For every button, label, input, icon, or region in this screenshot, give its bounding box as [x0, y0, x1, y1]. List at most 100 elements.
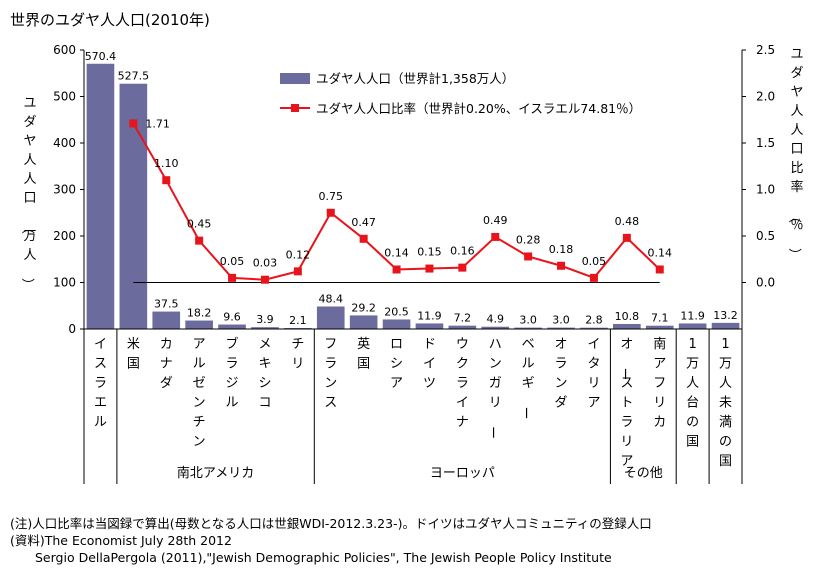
line-point	[326, 208, 335, 217]
line-value-label: 0.45	[187, 218, 212, 231]
bar	[448, 325, 477, 329]
bar	[613, 323, 641, 329]
bar	[481, 326, 510, 329]
line-point	[589, 273, 598, 282]
bar	[382, 319, 411, 329]
y-tick-label-left: 0	[68, 322, 76, 336]
y-tick-label-right: 0.5	[756, 229, 775, 243]
line-point	[655, 265, 664, 274]
group-label: ヨーロッパ	[430, 466, 495, 481]
bar-value-label: 2.1	[289, 314, 307, 327]
category-label: オーストラリア	[616, 337, 633, 469]
bar-value-label: 527.5	[118, 70, 150, 83]
y-axis-label-right: ユダヤ人人口比率（％）	[786, 47, 803, 261]
category-label: フランス	[324, 337, 337, 411]
legend-bar-label: ユダヤ人人口（世界計1,358万人）	[316, 71, 514, 86]
line-point	[162, 176, 171, 185]
line-value-label: 1.71	[145, 117, 170, 130]
y-tick-label-right: 1.0	[756, 183, 775, 197]
category-label: アルゼンチン	[193, 337, 206, 450]
bar	[547, 327, 575, 329]
line-value-label: 1.10	[154, 157, 179, 170]
footnote-source: (資料)The Economist July 28th 2012	[10, 533, 232, 548]
line-value-label: 0.05	[220, 255, 245, 268]
category-label: 米国	[127, 337, 140, 372]
y-tick-label-right: 0.0	[756, 276, 775, 290]
y-tick-label-right: 1.5	[756, 136, 775, 150]
bar-value-label: 10.8	[615, 310, 640, 323]
line-point	[195, 236, 204, 245]
line-value-label: 0.14	[648, 246, 673, 259]
line-value-label: 0.12	[286, 248, 311, 261]
line-point	[260, 275, 269, 284]
y-axis-label-left: ユダヤ人人口（万人）	[19, 96, 36, 291]
category-label: メキシコ	[258, 337, 271, 411]
line-value-label: 0.03	[253, 257, 278, 270]
y-tick-label-left: 400	[53, 136, 76, 150]
bar-value-label: 11.9	[680, 309, 705, 322]
line-value-label: 0.48	[615, 215, 640, 228]
bar-value-label: 3.0	[552, 314, 570, 327]
bar	[86, 63, 115, 329]
bar-value-label: 570.4	[85, 50, 117, 63]
category-label: カナダ	[160, 337, 173, 391]
bar	[185, 320, 213, 329]
category-label: ベルギー	[518, 337, 535, 420]
category-label: オランダ	[555, 337, 568, 411]
bar	[645, 325, 674, 329]
bar-value-label: 11.9	[417, 309, 442, 322]
line-point	[293, 267, 302, 276]
group-label: 南北アメリカ	[177, 465, 254, 481]
bar	[349, 315, 378, 329]
line-point	[622, 233, 631, 242]
line-value-label: 0.28	[516, 233, 541, 246]
line-point	[491, 232, 500, 241]
line-point	[425, 264, 434, 273]
bar	[218, 324, 246, 329]
line-value-label: 0.49	[483, 214, 508, 227]
bar	[514, 327, 542, 329]
category-label: ドイツ	[423, 337, 436, 391]
line-point	[228, 273, 237, 282]
bar	[415, 323, 444, 329]
legend-line-marker	[291, 104, 299, 112]
footnote-source-2: Sergio DellaPergola (2011),"Jewish Demog…	[10, 550, 612, 565]
line-value-label: 0.16	[450, 245, 475, 258]
bar	[316, 306, 345, 329]
chart-title: 世界のユダヤ人人口(2010年)	[10, 11, 210, 29]
legend-line-label: ユダヤ人人口比率（世界計0.20%、イスラエル74.81％）	[316, 101, 641, 116]
bar-value-label: 7.2	[454, 312, 472, 325]
bar	[711, 322, 740, 329]
bar-value-label: 7.1	[651, 312, 669, 325]
line-value-label: 0.05	[582, 255, 607, 268]
y-tick-label-right: 2.0	[756, 90, 775, 104]
y-tick-label-left: 300	[53, 183, 76, 197]
category-label: ブラジル	[226, 336, 239, 411]
bar-value-label: 29.2	[351, 301, 376, 314]
line-value-label: 0.47	[351, 216, 376, 229]
bar-value-label: 3.9	[256, 313, 274, 326]
category-label: ハンガリー	[485, 337, 502, 439]
bar	[580, 327, 608, 329]
bar-value-label: 37.5	[154, 298, 179, 311]
bar-value-label: 20.5	[384, 305, 409, 318]
y-tick-label-left: 200	[53, 229, 76, 243]
category-label: 南アフリカ	[653, 336, 666, 430]
line-point	[557, 261, 566, 270]
category-label: 1 万人未満の国	[719, 337, 732, 469]
category-label: イスラエル	[94, 337, 107, 430]
bar	[678, 323, 707, 329]
category-label: チリ	[291, 337, 304, 372]
line-point	[524, 252, 533, 261]
y-tick-label-right: 2.5	[756, 43, 775, 57]
category-label: イタリア	[587, 337, 600, 411]
y-tick-label-left: 600	[53, 43, 76, 57]
line-point	[458, 263, 467, 272]
line-point	[129, 119, 138, 128]
bar-value-label: 4.9	[487, 313, 505, 326]
category-label: ロシア	[390, 337, 403, 391]
line-point	[392, 265, 401, 274]
line-value-label: 0.15	[417, 246, 442, 259]
category-label: 英国	[357, 337, 370, 372]
